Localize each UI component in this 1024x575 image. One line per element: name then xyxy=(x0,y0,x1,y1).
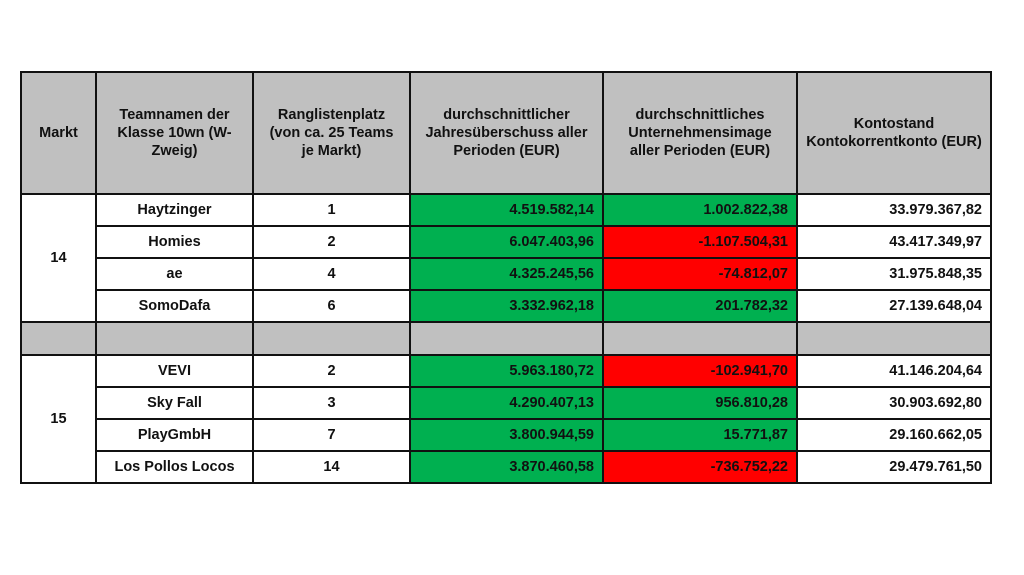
table-row: PlayGmbH 7 3.800.944,59 15.771,87 29.160.662… xyxy=(21,418,992,452)
header-surplus: durchschnittlicher Jahresüberschuss alle… xyxy=(409,71,604,195)
header-team: Teamnamen der Klasse 10wn (W-Zweig) xyxy=(95,71,254,195)
surplus-cell: 3.870.460,58 xyxy=(409,450,604,484)
separator-cell xyxy=(796,321,992,356)
header-image: durchschnittliches Unternehmensimage all… xyxy=(602,71,798,195)
image-cell: -102.941,70 xyxy=(602,354,798,388)
separator-cell xyxy=(602,321,798,356)
image-cell: -74.812,07 xyxy=(602,257,798,291)
team-name-cell: Haytzinger xyxy=(95,193,254,227)
separator-cell xyxy=(95,321,254,356)
rank-cell: 14 xyxy=(252,450,411,484)
team-name-cell: SomoDafa xyxy=(95,289,254,323)
account-cell: 41.146.204,64 xyxy=(796,354,992,388)
rank-cell: 6 xyxy=(252,289,411,323)
surplus-cell: 6.047.403,96 xyxy=(409,225,604,259)
table-row: Homies 2 6.047.403,96 -1.107.504,31 43.417.3… xyxy=(21,225,992,259)
image-cell: 15.771,87 xyxy=(602,418,798,452)
table-row: ae 4 4.325.245,56 -74.812,07 31.975.848,35 xyxy=(21,257,992,291)
account-cell: 27.139.648,04 xyxy=(796,289,992,323)
table-body: 14 Haytzinger 1 4.519.582,14 1.002.822,38 33.… xyxy=(20,193,992,484)
team-name-cell: VEVI xyxy=(95,354,254,388)
results-table: Markt Teamnamen der Klasse 10wn (W-Zweig… xyxy=(20,71,992,484)
rank-cell: 3 xyxy=(252,386,411,420)
surplus-cell: 5.963.180,72 xyxy=(409,354,604,388)
team-name-cell: Los Pollos Locos xyxy=(95,450,254,484)
surplus-cell: 4.290.407,13 xyxy=(409,386,604,420)
surplus-cell: 3.800.944,59 xyxy=(409,418,604,452)
surplus-cell: 4.325.245,56 xyxy=(409,257,604,291)
header-market: Markt xyxy=(20,71,97,195)
surplus-cell: 3.332.962,18 xyxy=(409,289,604,323)
rank-cell: 2 xyxy=(252,225,411,259)
header-rank: Ranglistenplatz (von ca. 25 Teams je Mar… xyxy=(252,71,411,195)
separator-cell xyxy=(20,321,97,356)
surplus-cell: 4.519.582,14 xyxy=(409,193,604,227)
rank-cell: 7 xyxy=(252,418,411,452)
image-cell: -1.107.504,31 xyxy=(602,225,798,259)
image-cell: 956.810,28 xyxy=(602,386,798,420)
account-cell: 31.975.848,35 xyxy=(796,257,992,291)
separator-cell xyxy=(252,321,411,356)
rank-cell: 2 xyxy=(252,354,411,388)
table-row: Los Pollos Locos 14 3.870.460,58 -736.752,2… xyxy=(21,450,992,484)
team-name-cell: ae xyxy=(95,257,254,291)
separator-row xyxy=(20,321,992,356)
image-cell: 1.002.822,38 xyxy=(602,193,798,227)
header-account: Kontostand Kontokorrentkonto (EUR) xyxy=(796,71,992,195)
table-row: 15 VEVI 2 5.963.180,72 -102.941,70 41.146.204… xyxy=(20,354,992,484)
rank-cell: 4 xyxy=(252,257,411,291)
image-cell: -736.752,22 xyxy=(602,450,798,484)
header-row: Markt Teamnamen der Klasse 10wn (W-Zweig… xyxy=(20,71,992,195)
account-cell: 43.417.349,97 xyxy=(796,225,992,259)
team-name-cell: Homies xyxy=(95,225,254,259)
team-name-cell: Sky Fall xyxy=(95,386,254,420)
image-cell: 201.782,32 xyxy=(602,289,798,323)
market-cell: 15 xyxy=(20,354,97,484)
separator-cell xyxy=(409,321,604,356)
team-name-cell: PlayGmbH xyxy=(95,418,254,452)
table-row: SomoDafa 6 3.332.962,18 201.782,32 27.139.64… xyxy=(21,289,992,323)
table-row: 14 Haytzinger 1 4.519.582,14 1.002.822,38 33.… xyxy=(20,193,992,323)
market-cell: 14 xyxy=(20,193,97,323)
account-cell: 29.160.662,05 xyxy=(796,418,992,452)
account-cell: 33.979.367,82 xyxy=(796,193,992,227)
rank-cell: 1 xyxy=(252,193,411,227)
table-row: Sky Fall 3 4.290.407,13 956.810,28 30.903.69… xyxy=(21,386,992,420)
account-cell: 29.479.761,50 xyxy=(796,450,992,484)
account-cell: 30.903.692,80 xyxy=(796,386,992,420)
